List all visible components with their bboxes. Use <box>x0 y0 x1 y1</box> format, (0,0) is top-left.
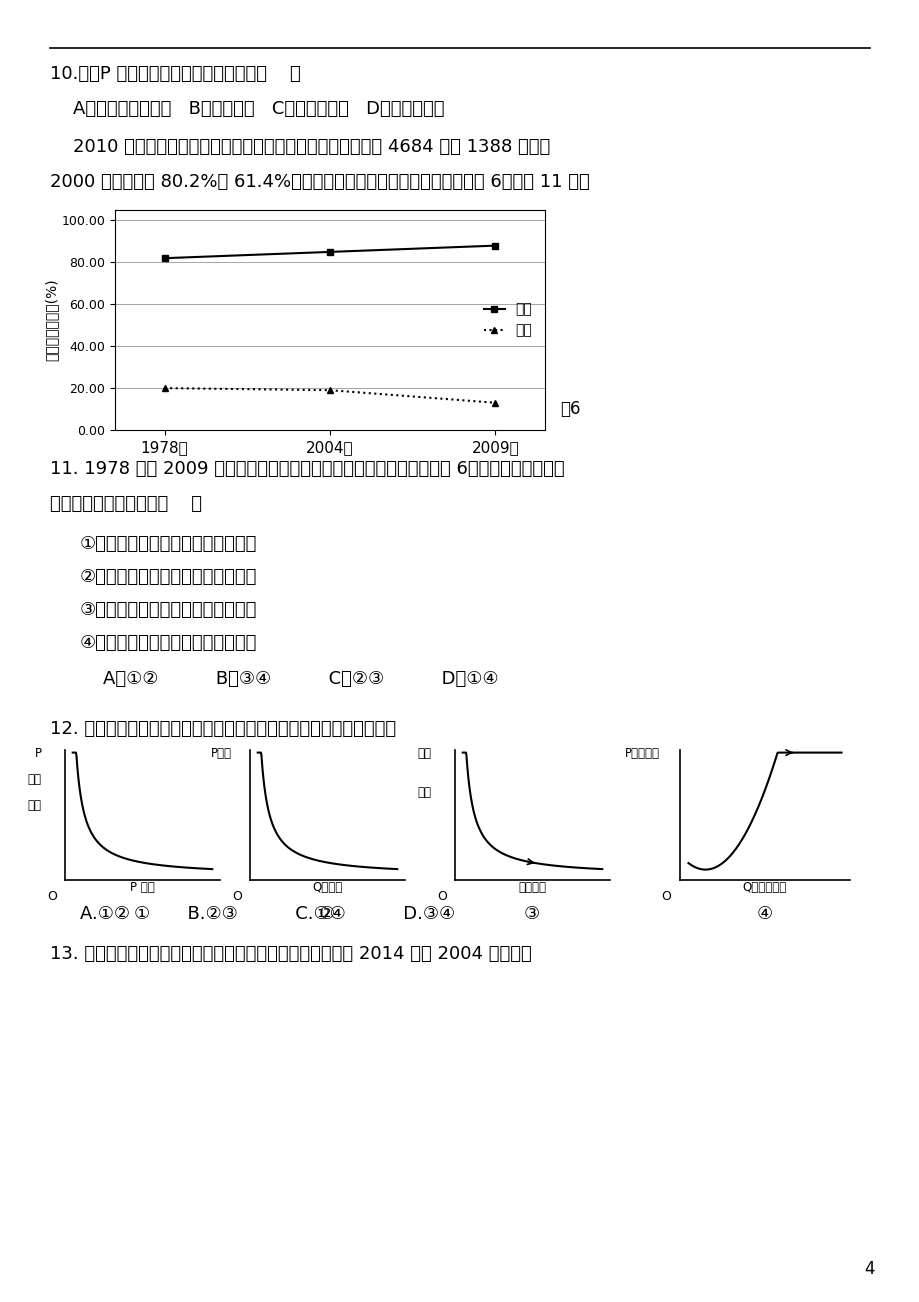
Text: 气价: 气价 <box>28 799 41 812</box>
Text: P: P <box>35 747 41 760</box>
X-axis label: Q供应量: Q供应量 <box>312 881 342 894</box>
Text: P价格: P价格 <box>210 747 232 760</box>
Text: 10.图中P 区域地价低于周边地区是因为（    ）: 10.图中P 区域地价低于周边地区是因为（ ） <box>50 65 301 83</box>
Text: ②: ② <box>319 905 335 923</box>
Text: O: O <box>233 891 242 904</box>
Text: 2010 年，上海市近郊区与远郊区人口密度分别为每平方千米 4684 人和 1388 人，比: 2010 年，上海市近郊区与远郊区人口密度分别为每平方千米 4684 人和 13… <box>50 138 550 156</box>
Text: ④郊区农业用地部分转变为居住用地: ④郊区农业用地部分转变为居住用地 <box>80 634 257 652</box>
Text: ③: ③ <box>523 905 539 923</box>
Text: 外币: 外币 <box>417 747 431 760</box>
Text: 2000 年分别增长 80.2%和 61.4%。郊区人口密度增幅远高于城区。结合图 6，回答 11 题。: 2000 年分别增长 80.2%和 61.4%。郊区人口密度增幅远高于城区。结合… <box>50 173 589 191</box>
Text: 11. 1978 年到 2009 年，上海市郊区和城区制造业产值比重的变化（图 6）以及近十年人口空: 11. 1978 年到 2009 年，上海市郊区和城区制造业产值比重的变化（图 … <box>50 460 564 478</box>
城区 <box>489 395 500 410</box>
Text: ①: ① <box>134 905 150 923</box>
X-axis label: P 电价: P 电价 <box>130 881 154 894</box>
Text: 间集聚的变化可以显示（    ）: 间集聚的变化可以显示（ ） <box>50 495 202 513</box>
Text: O: O <box>437 891 447 904</box>
Text: 图6: 图6 <box>560 400 580 418</box>
Text: 汇率: 汇率 <box>417 786 431 799</box>
Text: P高铁票价: P高铁票价 <box>624 747 659 760</box>
X-axis label: 进口数量: 进口数量 <box>518 881 546 894</box>
郊区 <box>489 238 500 254</box>
X-axis label: Q民航需求量: Q民航需求量 <box>742 881 787 894</box>
Y-axis label: 制造业产值比重(%): 制造业产值比重(%) <box>45 279 59 362</box>
Text: A．①②          B．③④          C．②③          D．①④: A．①② B．③④ C．②③ D．①④ <box>80 671 498 687</box>
郊区 <box>324 243 335 259</box>
Text: ①城区工业用地大多转变为商业用地: ①城区工业用地大多转变为商业用地 <box>80 535 257 553</box>
Text: A.①②          B.②③          C.①④          D.③④: A.①② B.②③ C.①④ D.③④ <box>80 905 455 923</box>
城区 <box>159 380 170 396</box>
Line: 郊区: 郊区 <box>161 242 498 262</box>
Text: 13. 下图是某城市居民收入结构变化情况。从图中可以推论出 2014 年与 2004 年相比，: 13. 下图是某城市居民收入结构变化情况。从图中可以推论出 2014 年与 20… <box>50 945 531 963</box>
Text: ③郊区农业用地部分转变为工业用地: ③郊区农业用地部分转变为工业用地 <box>80 602 257 618</box>
Text: 4: 4 <box>864 1260 874 1279</box>
Text: A．土地形状不规整   B．交通不便   C．远离市中心   D．受铁路影响: A．土地形状不规整 B．交通不便 C．远离市中心 D．受铁路影响 <box>50 100 444 118</box>
Text: ②城区居住用地大多转变为商业用地: ②城区居住用地大多转变为商业用地 <box>80 568 257 586</box>
Text: 12. 在其他条件不变的情况下，下列四幅图像中正确描述二者关系的有: 12. 在其他条件不变的情况下，下列四幅图像中正确描述二者关系的有 <box>50 720 396 738</box>
Text: O: O <box>47 891 57 904</box>
Legend: 郊区, 城区: 郊区, 城区 <box>478 297 538 342</box>
Text: 天然: 天然 <box>28 773 41 786</box>
Text: O: O <box>661 891 671 904</box>
Text: ④: ④ <box>756 905 772 923</box>
Line: 城区: 城区 <box>161 384 498 406</box>
城区 <box>324 383 335 398</box>
郊区 <box>159 250 170 266</box>
